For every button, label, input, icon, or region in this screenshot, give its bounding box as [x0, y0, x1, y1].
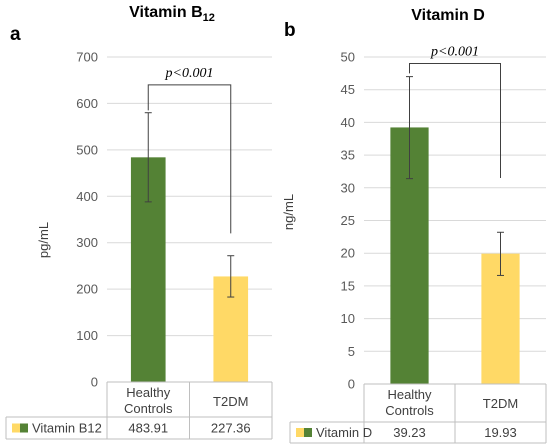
data-table-value: 227.36	[211, 421, 251, 436]
panel-title: Vitamin B12	[129, 4, 215, 24]
y-tick-label: 400	[76, 189, 98, 204]
p-value-annotation: p<0.001	[165, 66, 214, 81]
legend-swatch-healthy	[304, 428, 312, 437]
y-tick-label: 45	[341, 82, 355, 97]
y-tick-label: 30	[341, 180, 355, 195]
panel-label: b	[284, 20, 296, 41]
panel-title: Vitamin D	[411, 7, 485, 24]
y-tick-label: 40	[341, 115, 355, 130]
x-category-label: Healthy	[387, 387, 432, 402]
data-table-value: 19.93	[484, 425, 517, 440]
y-tick-label: 300	[76, 235, 98, 250]
y-tick-label: 20	[341, 246, 355, 261]
y-tick-label: 5	[348, 344, 355, 359]
panel-title-subscript: 12	[203, 12, 215, 24]
y-tick-label: 0	[348, 377, 355, 392]
significance-bracket	[409, 63, 501, 178]
y-tick-label: 500	[76, 142, 98, 157]
x-category-label: Controls	[385, 403, 434, 418]
y-axis-label: pg/mL	[36, 222, 51, 258]
y-tick-label: 600	[76, 96, 98, 111]
x-category-label: Controls	[124, 401, 173, 416]
legend-swatch-t2dm	[296, 428, 304, 437]
y-tick-label: 35	[341, 148, 355, 163]
y-tick-label: 200	[76, 282, 98, 297]
panel-a-vitamin-b12: a Vitamin B12 pg/mL 0 100 200 300 400 500 600 700 p…	[5, 4, 273, 440]
legend-swatch-t2dm	[12, 423, 20, 433]
y-axis-label: ng/mL	[281, 194, 296, 230]
x-category-label: T2DM	[483, 396, 518, 411]
data-table-value: 39.23	[393, 425, 426, 440]
y-tick-label: 25	[341, 213, 355, 228]
x-category-label: Healthy	[126, 385, 171, 400]
y-tick-label: 100	[76, 328, 98, 343]
p-value-annotation: p<0.001	[430, 45, 479, 60]
legend-series-name: Vitamin B12	[32, 421, 102, 436]
panel-title-main: Vitamin B	[129, 4, 203, 21]
y-tick-label: 15	[341, 278, 355, 293]
legend-swatch-healthy	[20, 423, 28, 433]
y-tick-label: 50	[341, 50, 355, 65]
y-tick-label: 0	[91, 375, 98, 390]
legend-series-name: Vitamin D	[316, 425, 372, 440]
panel-b-vitamin-d: b Vitamin D ng/mL 0 5 10 15 20 25 30 35 40 45 50 p<0.0…	[281, 7, 547, 444]
data-table-value: 483.91	[128, 421, 168, 436]
y-tick-label: 700	[76, 50, 98, 65]
panel-label: a	[10, 24, 21, 45]
y-tick-label: 10	[341, 311, 355, 326]
x-category-label: T2DM	[213, 394, 248, 409]
panel-title-main: Vitamin D	[411, 7, 485, 24]
significance-bracket	[147, 84, 232, 234]
